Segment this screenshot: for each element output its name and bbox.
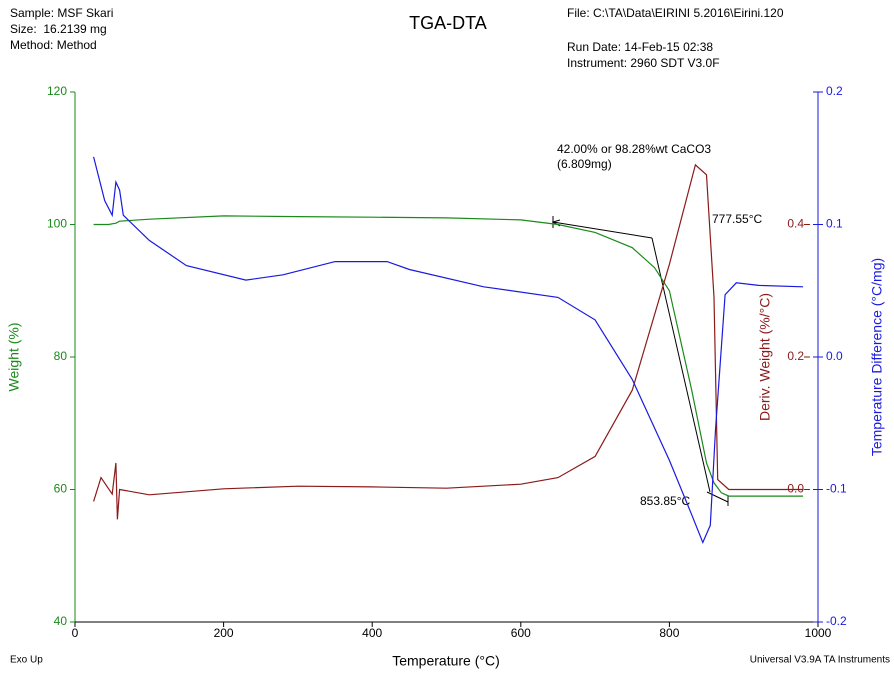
annotation: 42.00% or 98.28%wt CaCO3 [557, 142, 711, 156]
x-tick-label: 400 [362, 626, 382, 640]
y2-tick-label: 0.4 [787, 217, 804, 231]
y3-tick-label: 0.0 [826, 349, 843, 363]
y3-tick-label: -0.2 [826, 614, 847, 628]
footer-text: Exo Up [10, 655, 43, 666]
y-tick-label: 40 [54, 614, 68, 628]
x-axis-title: Temperature (°C) [392, 653, 500, 669]
y3-tick-label: 0.2 [826, 84, 843, 98]
header-text: Instrument: 2960 SDT V3.0F [567, 56, 720, 70]
chart-title: TGA-DTA [409, 13, 487, 33]
header-text: Run Date: 14-Feb-15 02:38 [567, 40, 713, 54]
y-tick-label: 120 [47, 84, 67, 98]
header-text: File: C:\TA\Data\EIRINI 5.2016\Eirini.12… [567, 6, 784, 20]
y3-axis-title: Temperature Difference (°C/mg) [869, 258, 885, 456]
x-tick-label: 600 [511, 626, 531, 640]
annotation: 777.55°C [712, 212, 763, 226]
data-line [93, 215, 804, 497]
y3-tick-label: -0.1 [826, 482, 847, 496]
x-tick-label: 1000 [805, 626, 832, 640]
y-tick-label: 80 [54, 349, 68, 363]
header-text: Sample: MSF Skari [10, 6, 113, 20]
y3-tick-label: 0.1 [826, 217, 843, 231]
x-tick-label: 800 [659, 626, 679, 640]
y2-tick-label: 0.0 [787, 482, 804, 496]
y2-tick-label: 0.2 [787, 349, 804, 363]
annotation: 853.85°C [640, 494, 691, 508]
y-tick-label: 60 [54, 482, 68, 496]
header-text: Size: 16.2139 mg [10, 22, 107, 36]
y-axis-title: Weight (%) [6, 323, 22, 392]
y-tick-label: 100 [47, 217, 67, 231]
y2-axis-title: Deriv. Weight (%/°C) [757, 293, 773, 421]
x-tick-label: 200 [214, 626, 234, 640]
data-line [93, 156, 804, 545]
footer-text: Universal V3.9A TA Instruments [750, 655, 890, 666]
header-text: Method: Method [10, 38, 97, 52]
x-tick-label: 0 [72, 626, 79, 640]
tangent-lines [551, 216, 729, 506]
annotation: (6.809mg) [557, 157, 612, 171]
data-line [93, 163, 804, 520]
